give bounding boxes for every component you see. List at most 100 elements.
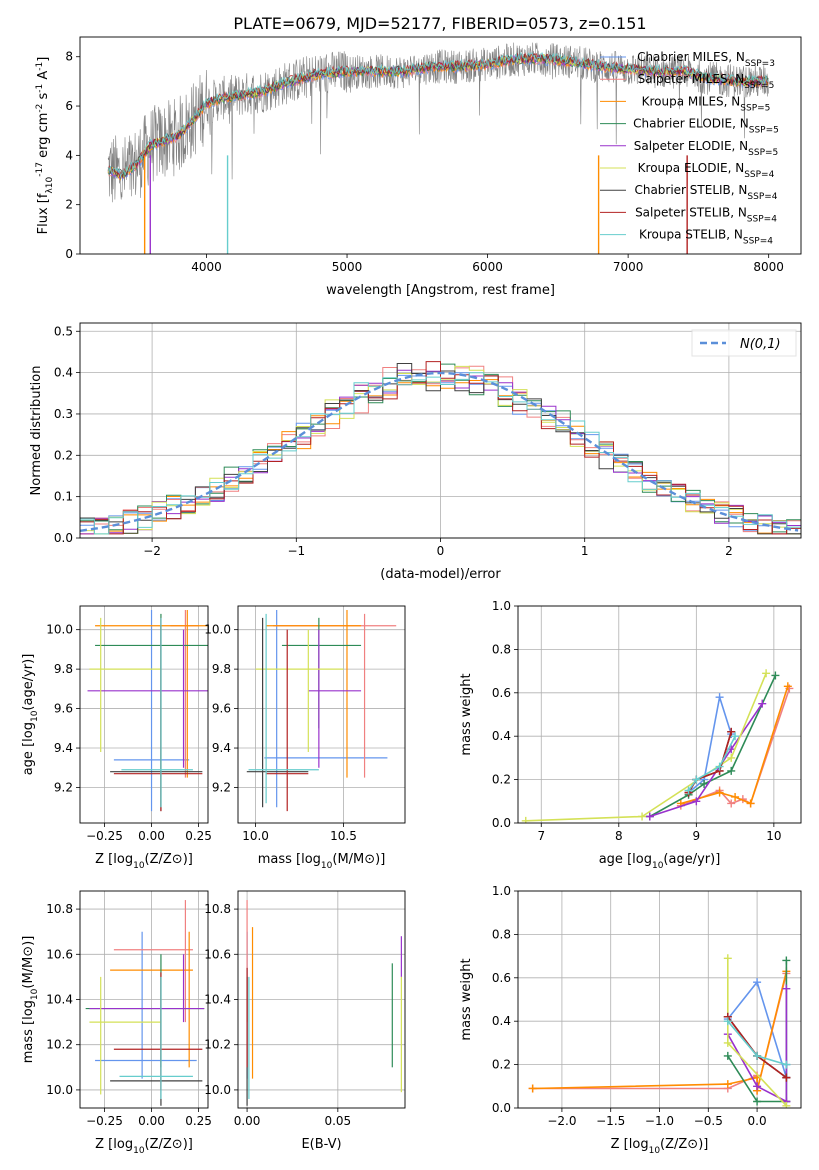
y-tick-label: 9.2: [54, 780, 73, 794]
x-tick-label: 0.00: [234, 1114, 261, 1128]
y-tick-label: 10.2: [46, 1038, 73, 1052]
series-marker: [715, 788, 724, 797]
chart-mass_vs_ebv: 0.00 0.05 10.0 10.2 10.4 10.6 10.8 E(B-V): [204, 890, 406, 1152]
series-marker: [521, 816, 530, 823]
chart-mass_weight_vs_age: 7 8 9 10 0.0 0.2 0.4 0.6 0.8 1.0 age [log10(age/yr…: [459, 599, 802, 871]
panels: 4000 5000 6000 7000 8000 0 2 4 6 8 Chabrier MILES,…: [21, 36, 802, 1156]
gaussian-curve: [80, 371, 799, 532]
x-axis-label: (data-model)/error: [380, 567, 501, 582]
y-tick-label: 10.8: [46, 902, 73, 916]
series-marker: [715, 762, 724, 771]
series-line-8: [687, 735, 736, 791]
y-tick-label: 0.4: [492, 1014, 511, 1028]
x-axis-label: mass [log10(M/M⊙)]: [258, 852, 386, 871]
series-marker: [731, 792, 740, 801]
y-tick-label: 10.0: [46, 1083, 73, 1097]
legend-entry: Salpeter ELODIE, NSSP=5: [634, 139, 779, 158]
y-tick-label: 8: [65, 50, 73, 64]
axes-frame: [237, 890, 406, 1109]
plot-area: [85, 900, 205, 1106]
x-tick-label: 1: [581, 544, 589, 558]
axes-frame: [517, 890, 802, 1109]
x-tick-label: 7: [537, 829, 545, 843]
y-axis-label: Flux [fλ10-17 erg cm-2 s-1 A-1]: [35, 57, 55, 235]
y-tick-label: 9.8: [54, 662, 73, 676]
figure-title: PLATE=0679, MJD=52177, FIBERID=0573, z=0…: [233, 14, 646, 33]
y-tick-label: 9.4: [212, 741, 231, 755]
x-tick-label: −2.0: [547, 1114, 576, 1128]
series-marker: [783, 682, 792, 691]
x-axis-label: age [log10(age/yr)]: [599, 852, 721, 871]
x-tick-label: 0.0: [748, 1114, 767, 1128]
axes-frame: [79, 605, 209, 824]
legend-entry: N(0,1): [740, 337, 781, 352]
series-marker: [753, 1051, 762, 1060]
series-marker: [700, 779, 709, 788]
legend-entry: Chabrier MILES, NSSP=3: [637, 50, 775, 69]
series-marker: [782, 956, 791, 965]
x-tick-label: 5000: [332, 260, 363, 274]
y-tick-label: 0.6: [492, 971, 511, 985]
y-tick-label: 0.4: [492, 729, 511, 743]
y-tick-label: 0.5: [54, 324, 73, 338]
chart-age_vs_Z: −0.25 0.00 0.25 9.2 9.4 9.6 9.8 10.0 Z [log10(Z/…: [21, 605, 212, 871]
series-marker: [645, 812, 654, 821]
x-tick-label: −1: [287, 544, 305, 558]
x-tick-label: 0.00: [138, 1114, 165, 1128]
y-tick-label: 1.0: [492, 884, 511, 898]
axes-frame: [517, 605, 802, 824]
x-tick-label: 8: [615, 829, 623, 843]
x-tick-label: −0.25: [86, 1114, 123, 1128]
y-axis-label: mass weight: [459, 958, 474, 1040]
x-tick-label: 7000: [613, 260, 644, 274]
plot-area: [521, 669, 794, 823]
y-tick-label: 0.3: [54, 407, 73, 421]
series-marker: [528, 1084, 537, 1093]
legend-entry: Salpeter STELIB, NSSP=4: [635, 205, 777, 224]
plot-area: [246, 900, 402, 1106]
y-tick-label: 2: [65, 198, 73, 212]
y-tick-label: 10.6: [46, 947, 73, 961]
series-marker: [684, 786, 693, 795]
y-tick-label: 10.4: [204, 993, 231, 1007]
y-tick-label: 9.4: [54, 741, 73, 755]
axes-frame: [79, 322, 802, 539]
x-tick-label: 9: [693, 829, 701, 843]
x-tick-label: 6000: [472, 260, 503, 274]
model-line-8: [107, 51, 769, 178]
series-marker: [762, 669, 771, 678]
legend-entry: Kroupa MILES, NSSP=5: [642, 94, 771, 113]
x-axis-label: Z [log10(Z/Z⊙)]: [611, 1137, 709, 1156]
y-tick-label: 0.2: [54, 448, 73, 462]
y-tick-label: 0.1: [54, 490, 73, 504]
x-tick-label: −0.5: [694, 1114, 723, 1128]
series-marker: [731, 732, 740, 741]
y-tick-label: 10.0: [46, 623, 73, 637]
y-tick-label: 0.2: [492, 1058, 511, 1072]
x-tick-label: 0.05: [324, 1114, 351, 1128]
x-tick-label: 4000: [191, 260, 222, 274]
y-tick-label: 10.0: [204, 1083, 231, 1097]
series-marker: [782, 1073, 791, 1082]
y-tick-label: 10.0: [204, 623, 231, 637]
chart-age_vs_mass: 10.0 10.5 9.2 9.4 9.6 9.8 10.0 mass [log10(M/M⊙…: [204, 605, 406, 871]
y-axis-label: mass [log10(M/M⊙)]: [21, 936, 40, 1064]
series-marker: [723, 1017, 732, 1026]
y-tick-label: 10.4: [46, 993, 73, 1007]
legend-entry: Salpeter MILES, NSSP=5: [638, 72, 775, 91]
y-tick-label: 0.6: [492, 686, 511, 700]
y-axis-label: mass weight: [459, 673, 474, 755]
y-tick-label: 0.4: [54, 366, 73, 380]
y-tick-label: 0.8: [492, 927, 511, 941]
series-marker: [753, 1097, 762, 1106]
x-tick-label: −0.25: [86, 829, 123, 843]
x-tick-label: 2: [725, 544, 733, 558]
series-marker: [758, 699, 767, 708]
y-tick-label: 0.0: [492, 816, 511, 830]
series-marker: [727, 753, 736, 762]
series-marker: [727, 766, 736, 775]
y-tick-label: 9.6: [212, 702, 231, 716]
legend: Chabrier MILES, NSSP=3 Salpeter MILES, NS…: [600, 50, 779, 247]
series-line-4: [649, 703, 763, 818]
